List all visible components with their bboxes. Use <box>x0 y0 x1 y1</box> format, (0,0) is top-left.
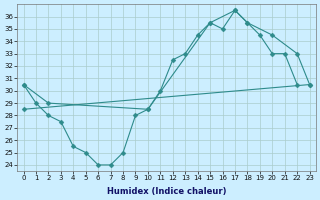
X-axis label: Humidex (Indice chaleur): Humidex (Indice chaleur) <box>107 187 226 196</box>
